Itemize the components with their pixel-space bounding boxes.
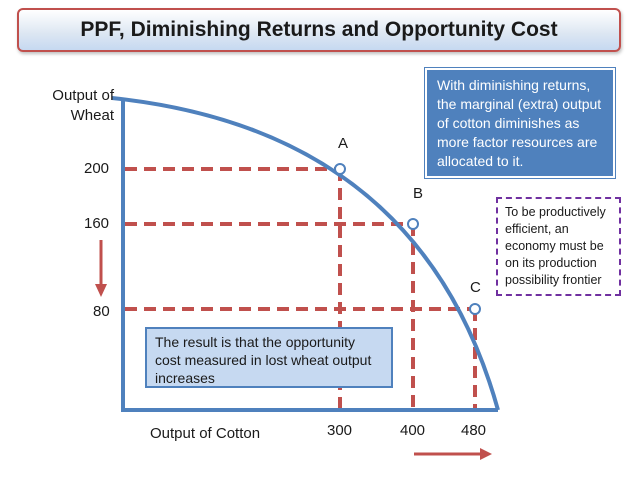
- point-a-marker: [334, 163, 346, 175]
- x-tick-label: 300: [327, 422, 353, 439]
- page-title: PPF, Diminishing Returns and Opportunity…: [80, 18, 558, 41]
- y-tick-label: 80: [93, 303, 110, 320]
- point-c-label: C: [470, 279, 481, 296]
- point-c-marker: [469, 303, 481, 315]
- title-banner: PPF, Diminishing Returns and Opportunity…: [17, 8, 621, 52]
- down-arrow-icon: [95, 284, 107, 297]
- point-b-marker: [407, 218, 419, 230]
- point-b-label: B: [413, 185, 424, 202]
- x-tick-label: 400: [400, 422, 426, 439]
- x-tick-label: 480: [461, 422, 487, 439]
- opportunity-cost-callout: The result is that the opportunity cost …: [145, 327, 393, 388]
- productive-efficiency-callout: To be productively efficient, an economy…: [496, 197, 621, 296]
- y-tick-label: 160: [84, 215, 110, 232]
- right-arrow-icon: [480, 448, 492, 460]
- y-axis-label: Output of Wheat: [38, 86, 114, 126]
- x-axis-label: Output of Cotton: [150, 425, 261, 442]
- y-axis-label-line1: Output of: [52, 87, 114, 104]
- ppf-curve: [111, 96, 500, 411]
- y-tick-label: 200: [84, 160, 110, 177]
- point-a-label: A: [338, 135, 349, 152]
- diminishing-returns-callout: With diminishing returns, the marginal (…: [424, 67, 616, 179]
- y-axis-label-line2: Wheat: [70, 107, 114, 124]
